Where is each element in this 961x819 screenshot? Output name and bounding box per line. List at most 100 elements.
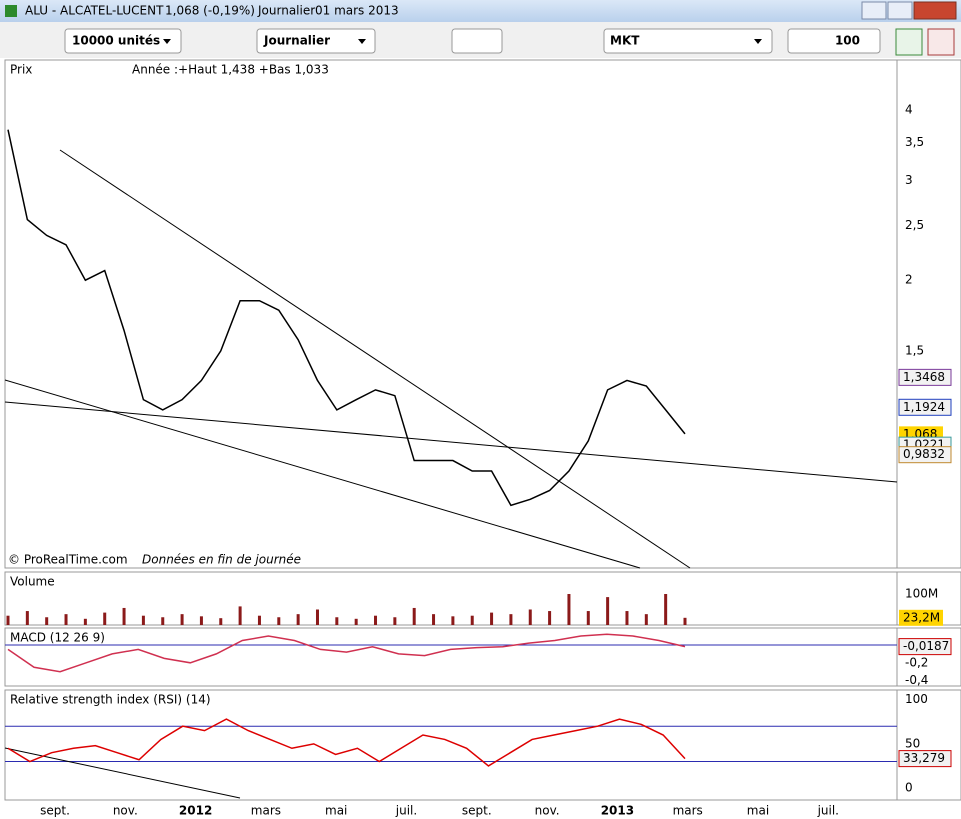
minimize-button[interactable] (861, 1, 887, 20)
amount-text: 100 (835, 34, 860, 48)
panel-title: Relative strength index (RSI) (14) (10, 693, 211, 707)
series-line (7, 129, 686, 507)
date: 01 mars 2013 (315, 4, 399, 18)
x-tick-label: sept. (40, 804, 70, 818)
chart-area: 4 3,5 3 2,5 2 1,5 Prix Année :+Haut 1,438 +Bas … (4, 59, 961, 818)
volume-bar (335, 617, 339, 625)
last-value-label: 23,2M (903, 610, 940, 624)
trend-line (59, 149, 691, 569)
volume-bar (567, 594, 571, 625)
quantity-text: 10000 unités (72, 34, 160, 48)
volume-bar (393, 617, 397, 625)
volume-bar (6, 615, 10, 625)
volume-bar (219, 618, 223, 625)
last-value-label: 33,279 (903, 751, 945, 765)
x-tick-label: nov. (535, 804, 560, 818)
volume-bar (296, 614, 300, 625)
volume-bar (83, 618, 87, 625)
close-button[interactable] (913, 1, 957, 20)
x-tick-label: mars (251, 804, 281, 818)
timeframe-select[interactable] (256, 28, 376, 54)
x-tick-label: juil. (817, 804, 839, 818)
y-tick-label: 2,5 (905, 218, 924, 232)
volume-bar (490, 612, 494, 625)
volume-bar (644, 614, 648, 625)
last-value-box (898, 750, 952, 768)
y-tick-label: 0 (905, 780, 913, 794)
panel-frame (4, 59, 961, 569)
last-value-box (898, 398, 952, 416)
volume-bar (141, 615, 145, 625)
x-tick-label: mai (747, 804, 769, 818)
last-value-box (898, 638, 952, 656)
last-value-label: -0,0187 (903, 639, 949, 653)
series-line (7, 633, 686, 673)
dropdown-arrow (358, 39, 366, 44)
x-tick-label: sept. (462, 804, 492, 818)
last-value-label: 1,3468 (903, 370, 945, 384)
y-tick-label: 4 (905, 102, 913, 116)
app-icon (5, 5, 17, 17)
volume-bar (509, 614, 513, 625)
panel-title: MACD (12 26 9) (10, 631, 105, 645)
dropdown-arrow (163, 39, 171, 44)
volume-bar (25, 611, 29, 625)
volume-bar (161, 617, 165, 625)
volume-bar (103, 612, 107, 625)
y-tick-label: 100 (905, 692, 928, 706)
last-value-label: 1,1924 (903, 400, 945, 414)
symbol: ALU - ALCATEL-LUCENT (25, 4, 164, 18)
panel-title: Prix (10, 63, 32, 77)
x-tick-label: 2012 (179, 804, 212, 818)
volume-bar (374, 615, 378, 625)
panel-frame (4, 571, 961, 626)
volume-bar (683, 617, 687, 625)
quantity-select[interactable] (64, 28, 182, 54)
x-tick-label: juil. (395, 804, 417, 818)
volume-bar (354, 618, 358, 625)
volume-bar (625, 611, 629, 625)
x-tick-label: nov. (113, 804, 138, 818)
y-tick-label: -0,2 (905, 655, 928, 669)
copyright: © ProRealTime.com (8, 553, 128, 567)
volume-bar (586, 611, 590, 625)
timeframe-text: Journalier (263, 34, 330, 48)
volume-bar (199, 616, 203, 625)
indicator-button[interactable] (451, 28, 503, 54)
panel-subtitle: Année :+Haut 1,438 +Bas 1,033 (132, 63, 329, 77)
last-value-label: 0,9832 (903, 447, 945, 461)
last-value-box (898, 368, 952, 386)
copyright-note: Données en fin de journée (142, 553, 301, 567)
panel-frame (4, 627, 961, 687)
y-tick-label: 50 (905, 736, 920, 750)
volume-bar (664, 594, 668, 625)
maximize-button[interactable] (887, 1, 913, 20)
amount-input[interactable] (787, 28, 881, 54)
volume-bar (315, 609, 319, 625)
order-type-text: MKT (610, 34, 640, 48)
volume-bar (528, 609, 532, 625)
sell-button[interactable] (927, 28, 955, 56)
order-type-select[interactable] (603, 28, 773, 54)
trend-line (4, 401, 898, 483)
volume-bar (432, 614, 436, 625)
volume-bar (606, 597, 610, 625)
volume-bar (122, 607, 126, 625)
y-tick-label: 1,5 (905, 343, 924, 357)
volume-bar (412, 607, 416, 625)
dropdown-arrow (754, 39, 762, 44)
period: Journalier (257, 4, 315, 18)
y-tick-label: -0,4 (905, 673, 928, 687)
panel-frame (4, 689, 961, 801)
volume-bar (64, 614, 68, 625)
y-tick-label: 3 (905, 173, 913, 187)
buy-button[interactable] (895, 28, 923, 56)
quote: 1,068 (-0,19%) (165, 4, 255, 18)
x-tick-label: mai (325, 804, 347, 818)
last-value-box (899, 609, 943, 626)
volume-bar (548, 611, 552, 625)
x-tick-label: mars (673, 804, 703, 818)
volume-bar (45, 617, 49, 625)
volume-bar (470, 615, 474, 625)
